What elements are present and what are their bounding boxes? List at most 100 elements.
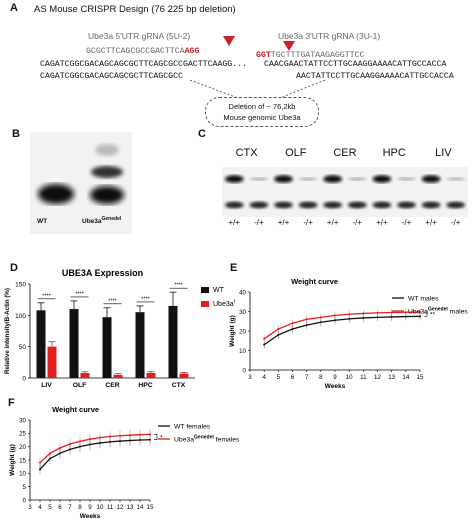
panel-c-label: C (198, 128, 206, 140)
significance-label: **** (141, 296, 150, 302)
x-tick-label: CTX (172, 382, 186, 389)
chart-title: Weight curve (52, 405, 99, 414)
deletion-line2: Mouse genomic Ube3a (223, 113, 301, 122)
ube3a-band (274, 175, 293, 183)
genotype-label: -/+ (303, 218, 313, 227)
significance-bracket (424, 311, 428, 317)
legend-label: Ube3aGenedel females (174, 435, 240, 444)
bar (179, 373, 189, 378)
genotype-label: -/+ (450, 218, 461, 227)
y-tick-label: 150 (15, 282, 26, 289)
genotype-labels: +/+ -/+ +/+ -/+ +/+ -/+ +/+ -/+ +/+ -/+ (222, 218, 468, 230)
bar (47, 346, 57, 378)
x-tick-label: 12 (117, 504, 124, 511)
y-tick-label: 20 (239, 328, 246, 335)
genotype-label: -/+ (401, 218, 412, 227)
actin-band (397, 201, 416, 209)
x-tick-label: 7 (305, 374, 309, 381)
y-tick-label: 20 (19, 444, 26, 451)
genomic-bottom-left: CAGATCGGCGACAGCAGCGCTTCAGCGCC (40, 72, 183, 81)
tissue-label: OLF (285, 147, 307, 159)
y-tick-label: 30 (19, 417, 26, 424)
tissue-label: LIV (435, 147, 452, 159)
chart-title: UBE3A Expression (62, 268, 143, 278)
genotype-label: +/+ (277, 218, 290, 227)
grna3-seq: TGCTTTGATAAGAGGTTCC (270, 51, 365, 60)
significance-label: **** (108, 298, 117, 304)
grna5-label: Ube3a 5'UTR gRNA (5U-2) (88, 31, 191, 41)
actin-band (421, 201, 441, 209)
tissue-label: CTX (235, 147, 258, 159)
ube3a-band (372, 175, 392, 183)
y-tick-label: 50 (19, 344, 27, 351)
significance-bracket (154, 434, 158, 441)
bar (113, 374, 123, 378)
x-axis-label: Weeks (325, 383, 346, 390)
ube3a-band (446, 177, 466, 181)
y-tick-label: 10 (239, 348, 246, 355)
y-tick-label: 0 (22, 376, 26, 383)
x-tick-label: 8 (78, 504, 82, 511)
deletion-connector (189, 80, 326, 99)
panel-f-label: F (8, 397, 15, 409)
genotype-label: -/+ (352, 218, 363, 227)
y-tick-label: 0 (243, 367, 247, 374)
y-tick-label: 25 (19, 431, 26, 438)
actin-band (347, 201, 367, 209)
y-tick-label: 40 (239, 289, 246, 296)
grna3-sequence: GGTTGCTTTGATAAGAGGTTCC (256, 51, 365, 60)
genotype-label: +/+ (326, 218, 339, 227)
significance-label: ** (430, 312, 436, 319)
grna3-pam: GGT (256, 51, 271, 60)
x-tick-label: OLF (73, 382, 87, 389)
bar (146, 372, 156, 378)
x-tick-label: 7 (68, 504, 72, 511)
legend-label: WT females (174, 424, 211, 431)
series-line (39, 439, 151, 470)
x-tick-label: 15 (417, 374, 424, 381)
x-tick-label: 8 (319, 374, 323, 381)
x-tick-label: HPC (138, 382, 152, 389)
x-axis-label: Weeks (80, 513, 101, 520)
x-tick-label: LIV (41, 382, 52, 389)
x-tick-label: 13 (127, 504, 134, 511)
significance-label: * (160, 435, 163, 442)
ube3a-band (323, 175, 343, 183)
y-axis-label: Weight (g) (229, 315, 236, 347)
gel-lane-wt: WT (37, 218, 48, 225)
actin-band (224, 201, 244, 209)
western-blot (222, 167, 468, 217)
gel-lane-genedel: Ube3aGenedel (82, 216, 121, 225)
x-tick-label: 12 (374, 374, 381, 381)
cut-site-3-icon (283, 41, 295, 51)
actin-band (372, 201, 392, 209)
gel-lane-genedel-main: Ube3a (82, 218, 102, 226)
y-tick-label: 15 (19, 457, 26, 464)
y-tick-label: 5 (23, 484, 27, 491)
grna3-label: Ube3a 3'UTR gRNA (3U-1) (278, 31, 381, 41)
bar (80, 372, 90, 378)
gel-lane-genedel-sup: Genedel (101, 216, 122, 222)
cut-site-5-icon (223, 36, 235, 46)
ube3a-band (397, 177, 416, 181)
x-tick-label: 13 (388, 374, 395, 381)
ube3a-band (249, 177, 269, 181)
y-axis-label: Relative intensity/B-Actin (%) (4, 288, 11, 374)
y-axis-label: Weight (g) (9, 444, 16, 476)
significance-label: **** (42, 293, 51, 299)
chart-title: Weight curve (291, 277, 338, 286)
genotype-label: +/+ (376, 218, 388, 227)
panel-e-label: E (230, 262, 238, 274)
x-tick-label: 6 (291, 374, 295, 381)
panel-b-label: B (12, 128, 20, 140)
genomic-top-left: CAGATCGGCGACAGCAGCGCTTCAGCGCCGACTTCAAGG.… (40, 60, 248, 69)
genotype-label: +/+ (425, 218, 437, 227)
legend-swatch (201, 301, 209, 307)
actin-band (274, 201, 293, 209)
x-tick-label: 6 (58, 504, 62, 511)
x-tick-label: 5 (48, 504, 52, 511)
y-tick-label: 10 (19, 471, 26, 478)
grna5-pam: AGG (184, 47, 200, 56)
genomic-bottom-right: AACTATTCCTTGCAAGGAAAACATTGCCACCA (296, 72, 454, 81)
